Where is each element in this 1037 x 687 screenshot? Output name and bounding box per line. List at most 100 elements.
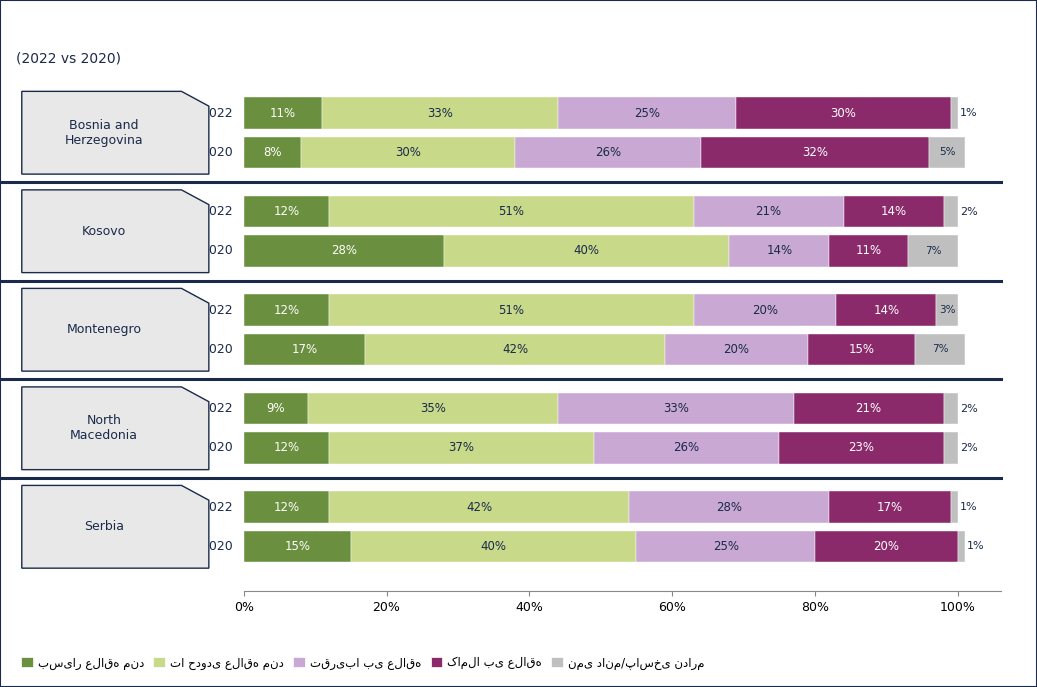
- Text: North
Macedonia: North Macedonia: [69, 414, 138, 442]
- Text: 17%: 17%: [877, 501, 903, 514]
- Bar: [665, 334, 808, 365]
- Bar: [808, 334, 915, 365]
- Text: 1%: 1%: [960, 502, 978, 512]
- Bar: [951, 98, 958, 128]
- Text: 37%: 37%: [449, 442, 475, 455]
- Polygon shape: [22, 387, 208, 470]
- Text: 2022: 2022: [201, 304, 233, 317]
- Bar: [929, 137, 965, 168]
- Text: 51%: 51%: [499, 304, 525, 317]
- Legend: بسیار علاقه مند, تا حدودی علاقه مند, تقریبا بی علاقه, کاملا بی علاقه, نمی دانم/پ: بسیار علاقه مند, تا حدودی علاقه مند, تقر…: [17, 652, 709, 674]
- Text: 2020: 2020: [201, 245, 233, 258]
- Text: 21%: 21%: [856, 402, 881, 415]
- Bar: [729, 235, 830, 267]
- Bar: [330, 196, 694, 227]
- Bar: [444, 235, 729, 267]
- Text: 15%: 15%: [284, 540, 310, 553]
- Bar: [637, 531, 815, 562]
- Text: 2020: 2020: [201, 146, 233, 159]
- Text: 30%: 30%: [395, 146, 421, 159]
- Text: 2%: 2%: [960, 443, 978, 453]
- Text: 14%: 14%: [766, 245, 792, 258]
- Text: 14%: 14%: [873, 304, 899, 317]
- Bar: [365, 334, 665, 365]
- Text: 32%: 32%: [802, 146, 828, 159]
- Bar: [837, 294, 936, 326]
- Bar: [694, 196, 843, 227]
- Text: 7%: 7%: [932, 344, 948, 354]
- Text: 20%: 20%: [873, 540, 899, 553]
- Polygon shape: [22, 289, 208, 371]
- Text: 2022: 2022: [201, 402, 233, 415]
- Bar: [244, 334, 365, 365]
- Text: 23%: 23%: [848, 442, 874, 455]
- Bar: [958, 531, 965, 562]
- Text: 33%: 33%: [663, 402, 689, 415]
- Text: Serbia: Serbia: [84, 520, 123, 533]
- Bar: [944, 393, 958, 425]
- Bar: [330, 491, 629, 523]
- Text: 9%: 9%: [267, 402, 285, 415]
- Bar: [244, 393, 308, 425]
- Bar: [936, 294, 958, 326]
- Bar: [244, 98, 323, 128]
- Text: 26%: 26%: [673, 442, 700, 455]
- Text: Kosovo: Kosovo: [82, 225, 127, 238]
- Bar: [907, 235, 958, 267]
- Bar: [944, 196, 958, 227]
- Text: 7%: 7%: [925, 246, 942, 256]
- Bar: [244, 196, 330, 227]
- Text: 42%: 42%: [502, 343, 528, 356]
- Bar: [244, 294, 330, 326]
- Text: 12%: 12%: [274, 442, 300, 455]
- Text: 28%: 28%: [717, 501, 742, 514]
- Text: 21%: 21%: [756, 205, 782, 218]
- Bar: [301, 137, 515, 168]
- Bar: [951, 491, 958, 523]
- Bar: [780, 432, 944, 464]
- Bar: [593, 432, 780, 464]
- Text: 17%: 17%: [291, 343, 317, 356]
- Bar: [558, 393, 793, 425]
- Text: 40%: 40%: [481, 540, 507, 553]
- Text: 42%: 42%: [467, 501, 493, 514]
- Text: 5%: 5%: [938, 148, 955, 157]
- Polygon shape: [22, 190, 208, 273]
- Bar: [515, 137, 701, 168]
- Bar: [244, 531, 351, 562]
- Text: 15%: 15%: [848, 343, 874, 356]
- Text: 28%: 28%: [331, 245, 357, 258]
- Text: 33%: 33%: [427, 106, 453, 120]
- Bar: [330, 432, 593, 464]
- Bar: [793, 393, 944, 425]
- Text: 11%: 11%: [270, 106, 296, 120]
- Text: 12%: 12%: [274, 501, 300, 514]
- Bar: [558, 98, 736, 128]
- Text: (2022 vs 2020): (2022 vs 2020): [16, 52, 120, 65]
- Text: 11%: 11%: [856, 245, 881, 258]
- Bar: [244, 432, 330, 464]
- Text: 26%: 26%: [595, 146, 621, 159]
- Text: 12%: 12%: [274, 205, 300, 218]
- Bar: [244, 235, 444, 267]
- Bar: [843, 196, 944, 227]
- Text: 1%: 1%: [960, 108, 978, 118]
- Text: Montenegro: Montenegro: [66, 324, 141, 336]
- Bar: [330, 294, 694, 326]
- Bar: [736, 98, 951, 128]
- Bar: [244, 491, 330, 523]
- Text: 1%: 1%: [968, 541, 985, 552]
- Bar: [351, 531, 637, 562]
- Polygon shape: [22, 91, 208, 174]
- Bar: [701, 137, 929, 168]
- Text: 2022: 2022: [201, 106, 233, 120]
- Text: 14%: 14%: [880, 205, 906, 218]
- Bar: [830, 235, 907, 267]
- Text: 25%: 25%: [712, 540, 738, 553]
- Bar: [694, 294, 837, 326]
- Text: 2022: 2022: [201, 205, 233, 218]
- Bar: [815, 531, 958, 562]
- Text: Bosnia and
Herzegovina: Bosnia and Herzegovina: [64, 119, 143, 147]
- Text: 2%: 2%: [960, 403, 978, 414]
- Text: 2020: 2020: [201, 540, 233, 553]
